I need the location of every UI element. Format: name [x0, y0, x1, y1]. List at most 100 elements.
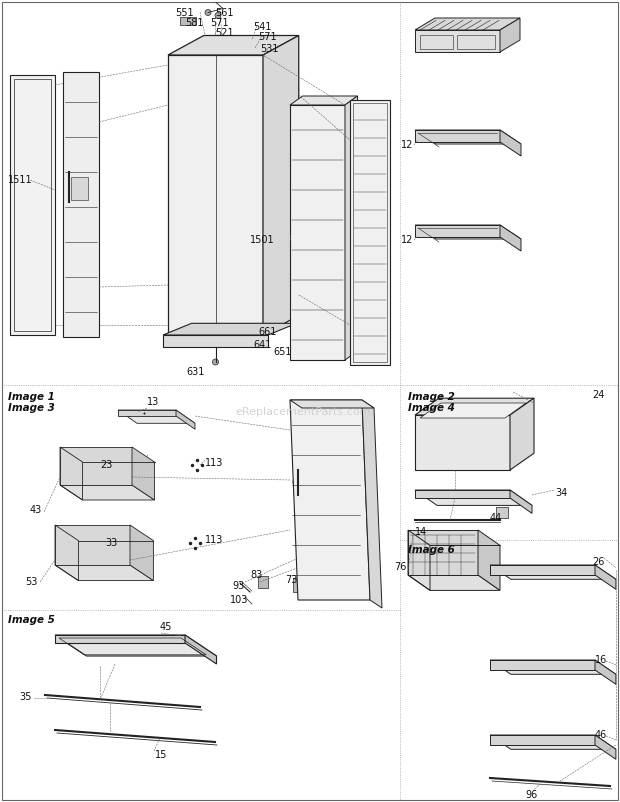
- Polygon shape: [415, 18, 520, 30]
- Polygon shape: [130, 525, 153, 581]
- Polygon shape: [510, 490, 532, 513]
- Text: 113: 113: [205, 458, 223, 468]
- Text: 34: 34: [555, 488, 567, 498]
- Text: 45: 45: [160, 622, 172, 632]
- Text: 16: 16: [595, 655, 607, 665]
- Polygon shape: [290, 400, 374, 408]
- Text: 641: 641: [253, 340, 272, 350]
- Text: 26: 26: [593, 557, 605, 567]
- Polygon shape: [500, 18, 520, 52]
- Polygon shape: [65, 543, 151, 557]
- Circle shape: [213, 359, 218, 365]
- Polygon shape: [415, 415, 510, 470]
- Text: 1511: 1511: [8, 175, 33, 185]
- Text: 76: 76: [394, 562, 407, 572]
- Polygon shape: [263, 35, 299, 335]
- Polygon shape: [362, 400, 382, 608]
- Polygon shape: [185, 635, 216, 664]
- Polygon shape: [118, 410, 176, 416]
- Polygon shape: [118, 410, 195, 423]
- Text: 43: 43: [30, 505, 42, 515]
- Text: 12: 12: [401, 140, 413, 150]
- Text: 23: 23: [100, 460, 112, 470]
- Polygon shape: [70, 463, 153, 478]
- Polygon shape: [490, 565, 616, 579]
- Text: 44: 44: [490, 513, 502, 523]
- Text: 15: 15: [155, 750, 167, 760]
- Polygon shape: [258, 576, 268, 588]
- Polygon shape: [132, 463, 153, 484]
- Polygon shape: [415, 30, 500, 52]
- Polygon shape: [415, 130, 521, 144]
- Circle shape: [287, 43, 292, 48]
- Polygon shape: [55, 525, 130, 565]
- Text: 24: 24: [593, 390, 605, 400]
- Polygon shape: [71, 177, 88, 200]
- Polygon shape: [510, 399, 534, 470]
- Polygon shape: [60, 447, 132, 485]
- Text: 661: 661: [258, 327, 277, 337]
- Polygon shape: [60, 485, 154, 500]
- Text: 561: 561: [215, 8, 234, 18]
- Text: 1501: 1501: [250, 235, 275, 245]
- Circle shape: [205, 10, 211, 15]
- Polygon shape: [490, 660, 616, 674]
- Polygon shape: [345, 96, 358, 360]
- Polygon shape: [490, 660, 595, 670]
- Polygon shape: [415, 225, 521, 239]
- Text: 521: 521: [215, 28, 234, 38]
- Text: 53: 53: [25, 577, 38, 587]
- Text: Image 6: Image 6: [408, 545, 455, 555]
- Polygon shape: [130, 543, 151, 564]
- Text: 33: 33: [105, 538, 117, 548]
- Polygon shape: [290, 96, 358, 105]
- Polygon shape: [478, 530, 500, 590]
- Text: 531: 531: [260, 44, 278, 54]
- Text: 93: 93: [232, 581, 244, 591]
- Polygon shape: [595, 660, 616, 684]
- Text: 73: 73: [285, 575, 298, 585]
- Polygon shape: [500, 130, 521, 156]
- Polygon shape: [55, 635, 185, 643]
- Text: 551: 551: [175, 8, 193, 18]
- Text: 571: 571: [210, 18, 229, 28]
- Polygon shape: [490, 735, 595, 745]
- Text: 13: 13: [147, 397, 159, 407]
- Text: 571: 571: [258, 32, 277, 42]
- Polygon shape: [595, 735, 616, 759]
- Text: 631: 631: [187, 367, 205, 377]
- Text: 46: 46: [595, 730, 607, 740]
- Text: 12: 12: [401, 235, 413, 245]
- Polygon shape: [65, 543, 130, 549]
- Polygon shape: [168, 55, 263, 335]
- Polygon shape: [415, 130, 500, 142]
- Polygon shape: [290, 105, 345, 360]
- Polygon shape: [70, 463, 132, 469]
- Polygon shape: [176, 410, 195, 429]
- Polygon shape: [595, 565, 616, 589]
- Text: 541: 541: [253, 22, 272, 32]
- Text: 96: 96: [526, 790, 538, 800]
- Text: Image 4: Image 4: [408, 403, 455, 413]
- Polygon shape: [163, 335, 268, 347]
- Text: 651: 651: [273, 347, 291, 357]
- Polygon shape: [490, 735, 616, 749]
- Text: Image 1: Image 1: [8, 392, 55, 402]
- Text: 83: 83: [250, 570, 262, 580]
- Polygon shape: [415, 490, 532, 505]
- Circle shape: [277, 46, 282, 51]
- Polygon shape: [420, 403, 526, 418]
- Polygon shape: [415, 225, 500, 237]
- Polygon shape: [168, 35, 299, 55]
- Polygon shape: [180, 17, 196, 25]
- Text: 113: 113: [205, 535, 223, 545]
- Polygon shape: [490, 565, 595, 575]
- Polygon shape: [500, 225, 521, 251]
- Text: 35: 35: [20, 692, 32, 702]
- Text: Image 5: Image 5: [8, 615, 55, 625]
- Polygon shape: [55, 565, 153, 581]
- Polygon shape: [163, 323, 296, 335]
- Polygon shape: [415, 490, 510, 498]
- Polygon shape: [132, 447, 154, 500]
- Polygon shape: [290, 400, 370, 600]
